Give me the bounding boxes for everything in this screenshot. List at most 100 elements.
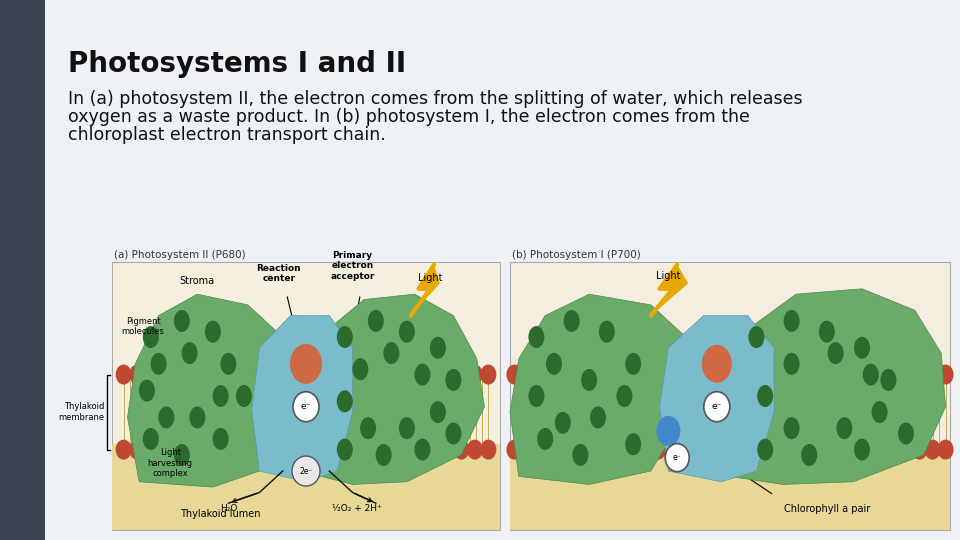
Ellipse shape bbox=[749, 326, 764, 348]
Ellipse shape bbox=[924, 364, 941, 384]
Ellipse shape bbox=[780, 440, 797, 460]
Ellipse shape bbox=[445, 369, 462, 391]
Ellipse shape bbox=[115, 364, 132, 384]
Ellipse shape bbox=[599, 321, 614, 343]
Ellipse shape bbox=[885, 364, 901, 384]
Bar bbox=[510, 262, 950, 530]
Ellipse shape bbox=[665, 444, 689, 471]
Text: Photosystems I and II: Photosystems I and II bbox=[68, 50, 406, 78]
Ellipse shape bbox=[368, 310, 384, 332]
Text: Thylakoid lumen: Thylakoid lumen bbox=[180, 509, 261, 519]
Ellipse shape bbox=[911, 364, 927, 384]
Bar bbox=[0, 0, 45, 540]
Ellipse shape bbox=[224, 440, 240, 460]
Ellipse shape bbox=[212, 428, 228, 450]
Ellipse shape bbox=[783, 353, 800, 375]
Ellipse shape bbox=[572, 444, 588, 466]
Ellipse shape bbox=[251, 440, 267, 460]
Text: (b) Photosystem I (P700): (b) Photosystem I (P700) bbox=[512, 250, 640, 260]
Ellipse shape bbox=[386, 364, 402, 384]
Ellipse shape bbox=[807, 440, 823, 460]
Ellipse shape bbox=[174, 444, 190, 466]
Ellipse shape bbox=[507, 364, 522, 384]
Text: 2e⁻: 2e⁻ bbox=[300, 467, 313, 476]
Ellipse shape bbox=[352, 358, 369, 380]
Ellipse shape bbox=[819, 321, 835, 343]
Ellipse shape bbox=[559, 440, 575, 460]
Ellipse shape bbox=[899, 440, 915, 460]
Ellipse shape bbox=[467, 364, 483, 384]
Ellipse shape bbox=[650, 440, 666, 460]
Ellipse shape bbox=[189, 407, 205, 428]
Text: Primary
electron
acceptor: Primary electron acceptor bbox=[330, 251, 374, 281]
Ellipse shape bbox=[836, 417, 852, 439]
Ellipse shape bbox=[197, 440, 213, 460]
Bar bbox=[112, 444, 500, 530]
Ellipse shape bbox=[337, 326, 352, 348]
Polygon shape bbox=[128, 294, 291, 487]
Ellipse shape bbox=[559, 364, 575, 384]
Ellipse shape bbox=[346, 364, 361, 384]
Polygon shape bbox=[717, 289, 946, 484]
Ellipse shape bbox=[528, 326, 544, 348]
Ellipse shape bbox=[807, 364, 823, 384]
Ellipse shape bbox=[170, 364, 185, 384]
Text: e⁻: e⁻ bbox=[711, 402, 722, 411]
Ellipse shape bbox=[291, 440, 307, 460]
Ellipse shape bbox=[224, 364, 240, 384]
Ellipse shape bbox=[383, 342, 399, 364]
Text: Thylakoid
membrane: Thylakoid membrane bbox=[58, 402, 104, 422]
Ellipse shape bbox=[115, 440, 132, 460]
Ellipse shape bbox=[625, 353, 641, 375]
Ellipse shape bbox=[611, 364, 627, 384]
Ellipse shape bbox=[899, 364, 915, 384]
Ellipse shape bbox=[467, 440, 483, 460]
Ellipse shape bbox=[528, 385, 544, 407]
Ellipse shape bbox=[399, 364, 416, 384]
Ellipse shape bbox=[854, 438, 870, 461]
Ellipse shape bbox=[585, 364, 601, 384]
Ellipse shape bbox=[755, 364, 771, 384]
Ellipse shape bbox=[251, 364, 267, 384]
Ellipse shape bbox=[170, 440, 185, 460]
Ellipse shape bbox=[820, 440, 836, 460]
Ellipse shape bbox=[880, 369, 897, 391]
Ellipse shape bbox=[212, 385, 228, 407]
Ellipse shape bbox=[702, 345, 732, 383]
Ellipse shape bbox=[924, 440, 941, 460]
Ellipse shape bbox=[846, 364, 862, 384]
Ellipse shape bbox=[236, 385, 252, 407]
Ellipse shape bbox=[507, 440, 522, 460]
Ellipse shape bbox=[174, 310, 190, 332]
Ellipse shape bbox=[729, 440, 745, 460]
Ellipse shape bbox=[292, 456, 320, 486]
Ellipse shape bbox=[221, 353, 236, 375]
Ellipse shape bbox=[833, 440, 849, 460]
Ellipse shape bbox=[399, 417, 415, 439]
Ellipse shape bbox=[616, 385, 633, 407]
Ellipse shape bbox=[304, 440, 321, 460]
Ellipse shape bbox=[564, 310, 580, 332]
Ellipse shape bbox=[130, 440, 145, 460]
Ellipse shape bbox=[676, 440, 692, 460]
Text: Light
harvesting
complex: Light harvesting complex bbox=[148, 448, 193, 478]
Ellipse shape bbox=[360, 417, 376, 439]
Ellipse shape bbox=[519, 440, 536, 460]
Ellipse shape bbox=[757, 438, 773, 461]
Ellipse shape bbox=[657, 416, 681, 446]
Polygon shape bbox=[651, 265, 688, 315]
Ellipse shape bbox=[715, 364, 732, 384]
Ellipse shape bbox=[538, 428, 553, 450]
Ellipse shape bbox=[703, 364, 718, 384]
Ellipse shape bbox=[783, 310, 800, 332]
Text: Stroma: Stroma bbox=[180, 276, 215, 286]
Ellipse shape bbox=[453, 364, 469, 384]
Ellipse shape bbox=[139, 380, 155, 402]
Ellipse shape bbox=[757, 385, 773, 407]
Text: H₂O: H₂O bbox=[220, 504, 237, 513]
Ellipse shape bbox=[319, 364, 334, 384]
Ellipse shape bbox=[859, 440, 876, 460]
Ellipse shape bbox=[545, 364, 562, 384]
Ellipse shape bbox=[290, 344, 322, 384]
Ellipse shape bbox=[210, 440, 227, 460]
